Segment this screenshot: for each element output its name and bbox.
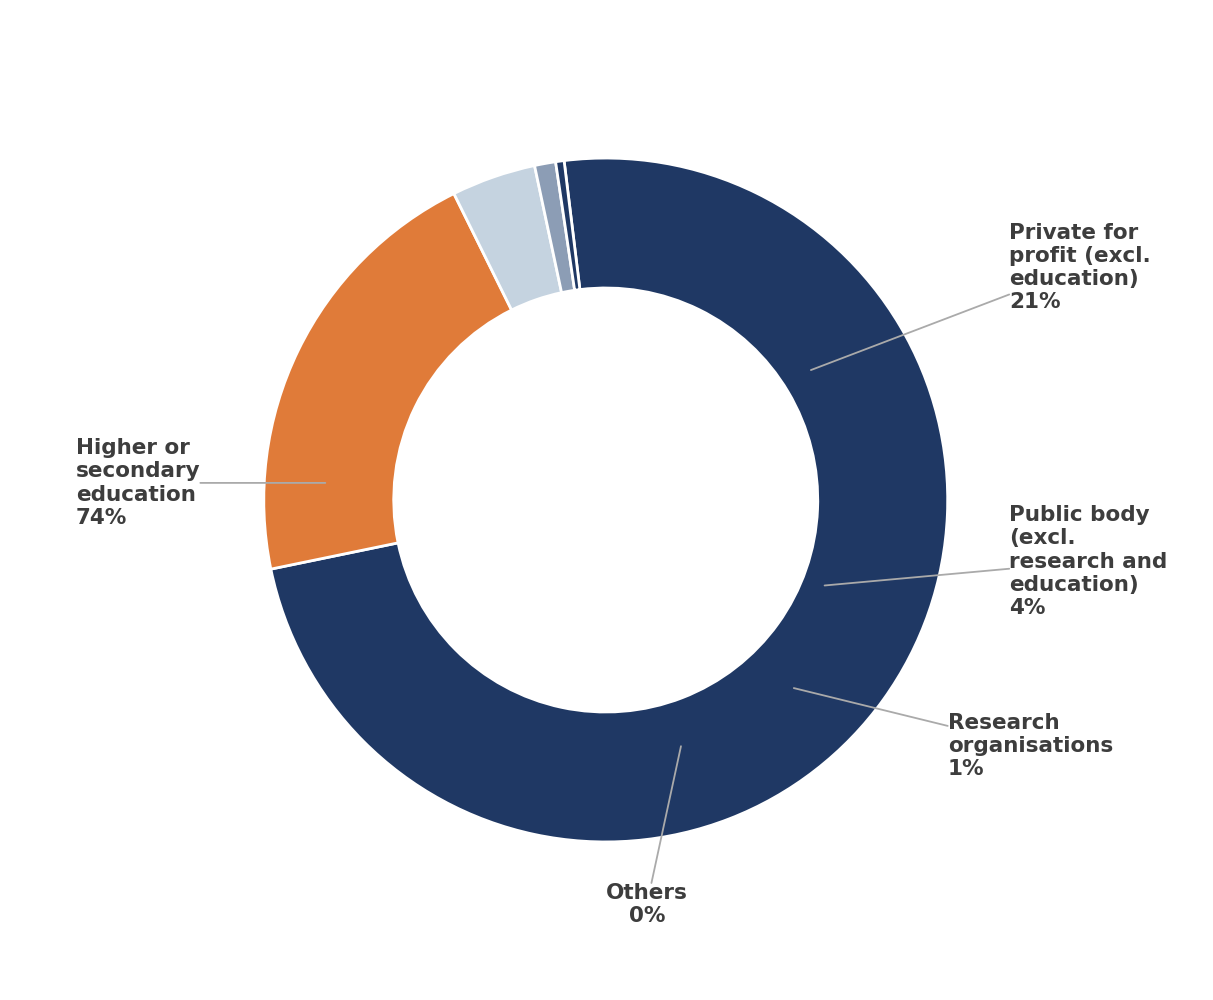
Wedge shape bbox=[535, 162, 575, 293]
Wedge shape bbox=[263, 194, 512, 569]
Text: Higher or
secondary
education
74%: Higher or secondary education 74% bbox=[75, 438, 325, 528]
Text: Private for
profit (excl.
education)
21%: Private for profit (excl. education) 21% bbox=[811, 223, 1151, 370]
Wedge shape bbox=[270, 158, 947, 842]
Text: Public body
(excl.
research and
education)
4%: Public body (excl. research and educatio… bbox=[825, 505, 1167, 618]
Wedge shape bbox=[556, 161, 580, 290]
Text: Others
0%: Others 0% bbox=[605, 746, 688, 926]
Wedge shape bbox=[454, 166, 562, 310]
Text: Research
organisations
1%: Research organisations 1% bbox=[793, 688, 1114, 779]
